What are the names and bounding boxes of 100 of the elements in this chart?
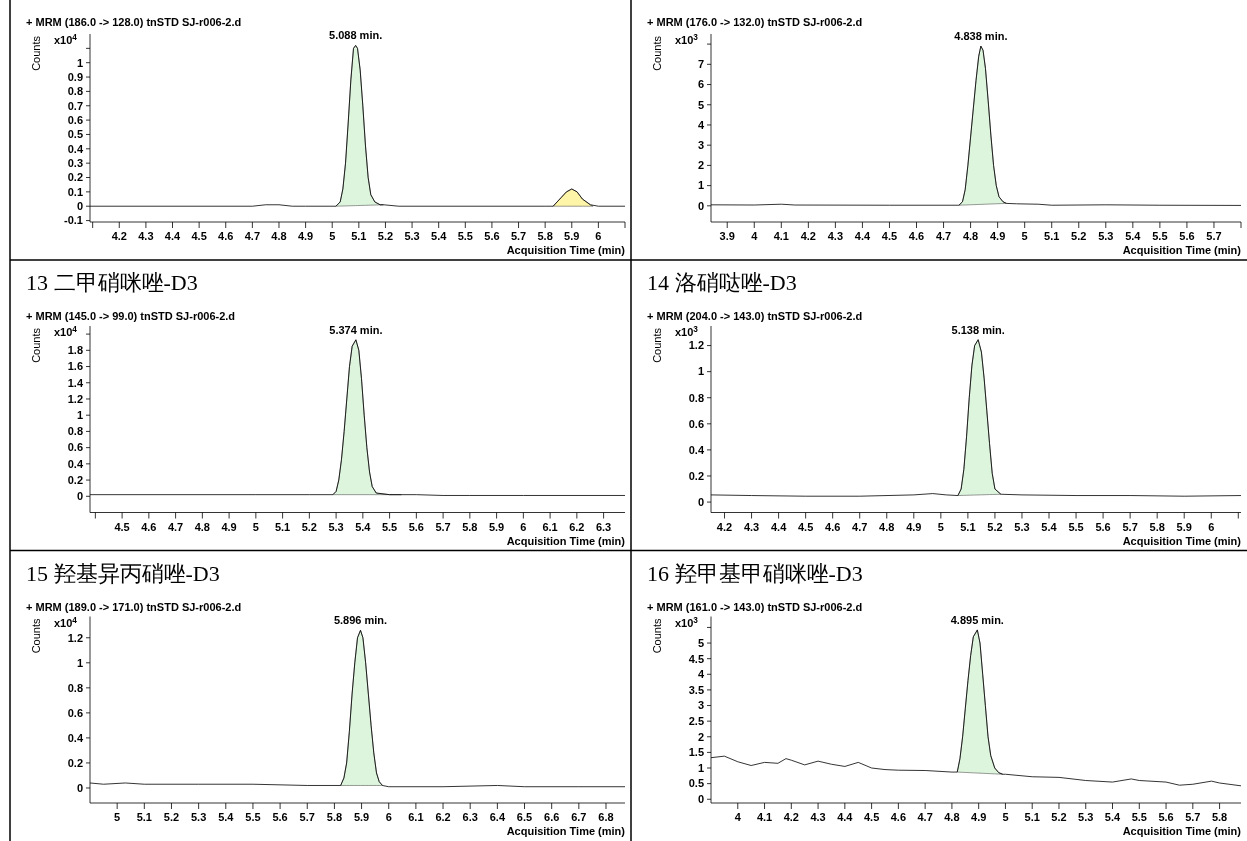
x-tick-label: 4.1 [773, 230, 789, 242]
x-tick-label: 5.4 [1041, 520, 1058, 533]
y-tick-label: 0.8 [688, 391, 704, 404]
x-tick-label: 5.7 [1206, 230, 1222, 242]
chart-title: 14 洛硝哒唑-D3 [647, 270, 797, 295]
x-tick-label: 4.4 [164, 230, 182, 242]
y-tick-label: 0.4 [67, 142, 84, 155]
y-tick-label: 1 [76, 409, 83, 422]
y-tick-label: 0.7 [67, 99, 83, 112]
text: x10$^{3}$ [675, 615, 699, 629]
x-tick-label: 5.5 [381, 520, 398, 533]
y-tick-label: 0.8 [67, 85, 83, 98]
annotation: 5.088 min. [329, 29, 383, 42]
chart-title: 16 羟甲基甲硝咪唑-D3 [647, 560, 863, 586]
x-tick-label: 4.8 [944, 811, 960, 823]
x-tick-label: 6 [385, 811, 392, 823]
x-tick-label: 5.1 [1024, 811, 1040, 823]
x-tick-label: 5.2 [1051, 811, 1067, 823]
y-tick-label: 0.5 [67, 128, 83, 141]
y-tick-label: 4 [697, 668, 705, 681]
y-tick-label: 2 [697, 730, 704, 743]
x-tick-label: 5.3 [1078, 811, 1094, 823]
x-tick-label: 5.3 [190, 811, 207, 823]
x-tick-label: 4.8 [194, 520, 210, 533]
y-tick-label: 2 [697, 159, 704, 172]
x-axis-title: Acquisition Time (min) [1122, 825, 1242, 837]
y-tick-label: 0 [76, 781, 83, 794]
x-tick-label: 4.6 [825, 520, 841, 533]
x-tick-label: 5 [114, 811, 121, 823]
x-tick-label: 5.7 [510, 230, 527, 242]
x-tick-label: 6.2 [435, 811, 451, 823]
x-axis-title: Acquisition Time (min) [1122, 244, 1242, 256]
x-tick-label: 4.7 [167, 520, 184, 533]
x-tick-label: 4 [751, 230, 759, 242]
y-axis-title: Counts [30, 327, 42, 363]
x-tick-label: 5.6 [1095, 520, 1111, 533]
x-axis-title: Acquisition Time (min) [506, 244, 626, 256]
x-tick-label: 4 [734, 811, 742, 823]
y-tick-label: 5 [697, 98, 704, 111]
x-tick-label: 5 [1002, 811, 1009, 823]
y-tick-label: 1 [697, 761, 704, 774]
x-tick-label: 5.8 [537, 230, 553, 242]
x-tick-label: 5.5 [1068, 520, 1084, 533]
y-tick-label: 0.4 [67, 457, 84, 470]
y-tick-label: 2.5 [688, 715, 704, 727]
y-tick-label: 1.2 [67, 392, 83, 405]
x-tick-label: 4.5 [191, 230, 207, 242]
y-axis-title: Counts [651, 327, 663, 363]
x-tick-label: 5.1 [1044, 230, 1060, 242]
x-tick-label: 5.3 [404, 230, 420, 242]
y-tick-label: 1.4 [67, 376, 84, 389]
x-tick-label: 5.9 [564, 230, 580, 242]
y-tick-label: 0 [697, 495, 704, 508]
y-tick-label: 0.2 [688, 469, 704, 482]
y-tick-label: 3 [697, 699, 704, 712]
x-tick-label: 4.5 [797, 520, 814, 533]
x-tick-label: 6.3 [462, 811, 478, 823]
x-tick-label: 4.6 [908, 230, 925, 242]
x-tick-label: 6.8 [598, 811, 614, 823]
y-tick-label: 0.6 [67, 441, 83, 454]
x-tick-label: 5.2 [987, 520, 1003, 533]
x-tick-label: 6.6 [544, 811, 560, 823]
x-tick-label: 5.3 [1014, 520, 1030, 533]
x-axis-title: Acquisition Time (min) [506, 825, 626, 837]
x-tick-label: 5 [937, 520, 944, 533]
y-tick-label: 4 [697, 118, 705, 131]
x-tick-label: 5.1 [274, 520, 291, 533]
x-tick-label: 5.4 [218, 811, 235, 823]
x-tick-label: 5.4 [1125, 230, 1142, 242]
annotation: 5.374 min. [329, 323, 383, 336]
x-tick-label: 4.7 [935, 230, 952, 242]
x-tick-label: 5 [1021, 230, 1028, 242]
x-tick-label: 5.4 [431, 230, 448, 242]
x-tick-label: 4.6 [218, 230, 234, 242]
x-tick-label: 5.1 [136, 811, 152, 823]
x-tick-label: 4.5 [863, 811, 880, 823]
x-tick-label: 5.8 [462, 520, 478, 533]
x-tick-label: 5.7 [299, 811, 315, 823]
x-tick-label: 4.6 [890, 811, 907, 823]
x-tick-label: 5.6 [1179, 230, 1195, 242]
x-tick-label: 4.2 [716, 520, 733, 533]
x-tick-label: 4.2 [111, 230, 127, 242]
x-tick-label: 5.3 [1098, 230, 1114, 242]
y-tick-label: 1.6 [67, 360, 83, 373]
x-tick-label: 5.6 [484, 230, 500, 242]
y-tick-label: 1 [76, 56, 83, 69]
y-tick-label: 0 [76, 490, 83, 503]
x-tick-label: 5.1 [351, 230, 367, 242]
x-tick-label: 4.7 [917, 811, 933, 823]
y-tick-label: 0.2 [67, 756, 83, 769]
x-tick-label: 5.8 [1211, 811, 1228, 823]
x-tick-label: 5.6 [408, 520, 424, 533]
x-tick-label: 4.9 [221, 520, 237, 533]
x-tick-label: 4.7 [244, 230, 261, 242]
y-tick-label: 1.2 [688, 339, 704, 352]
x-tick-label: 4.7 [852, 520, 868, 533]
x-tick-label: 6.5 [516, 811, 533, 823]
y-tick-label: 4.5 [688, 652, 704, 665]
x-tick-label: 5.2 [377, 230, 394, 242]
y-tick-label: 6 [697, 78, 704, 91]
